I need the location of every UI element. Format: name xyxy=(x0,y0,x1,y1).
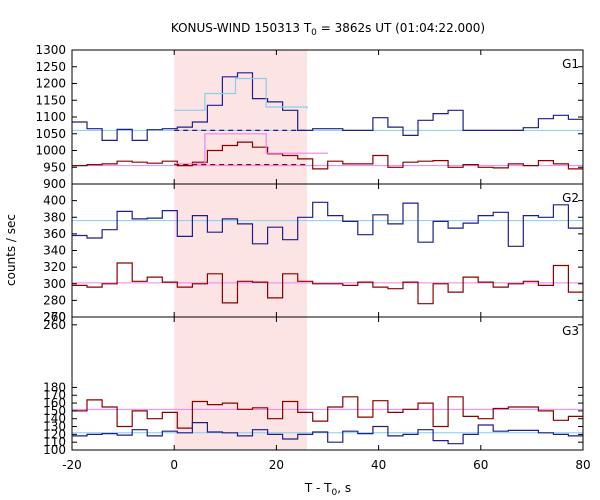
histogram-series-1 xyxy=(72,72,583,141)
y-tick-label: 260 xyxy=(43,318,66,332)
y-tick-label: 280 xyxy=(43,293,66,307)
y-tick-label: 100 xyxy=(43,443,66,457)
y-tick-label: 380 xyxy=(43,210,66,224)
x-axis-title: T - T0, s xyxy=(304,481,351,498)
y-tick-label: 400 xyxy=(43,194,66,208)
x-tick-label: 80 xyxy=(575,458,590,472)
y-tick-label: 900 xyxy=(43,177,66,191)
x-tick-label: 40 xyxy=(371,458,386,472)
x-tick-label: 20 xyxy=(269,458,284,472)
histogram-series-2 xyxy=(72,422,583,445)
y-tick-label: 270 xyxy=(43,310,66,324)
histogram-series-2 xyxy=(72,262,583,305)
y-tick-label: 1000 xyxy=(35,144,66,158)
y-tick-label: 120 xyxy=(43,427,66,441)
panel-g2 xyxy=(72,201,583,305)
burst-interval-highlight xyxy=(174,50,308,450)
y-tick-label: 110 xyxy=(43,435,66,449)
y-tick-label: 950 xyxy=(43,160,66,174)
y-tick-label: 1200 xyxy=(35,77,66,91)
y-tick-label: 1300 xyxy=(35,43,66,57)
fit-step-line xyxy=(174,77,308,111)
panel-g1 xyxy=(72,72,583,170)
y-axis-title: counts / sec xyxy=(4,214,18,286)
y-tick-label: 1100 xyxy=(35,110,66,124)
y-tick-label: 180 xyxy=(43,380,66,394)
data-layer xyxy=(72,72,583,445)
y-tick-label: 140 xyxy=(43,412,66,426)
y-tick-label: 1250 xyxy=(35,60,66,74)
y-tick-label: 260 xyxy=(43,310,66,324)
y-tick-label: 170 xyxy=(43,388,66,402)
y-tick-label: 1050 xyxy=(35,127,66,141)
x-tick-label: 60 xyxy=(473,458,488,472)
x-tick-label: -20 xyxy=(62,458,82,472)
y-tick-label: 130 xyxy=(43,420,66,434)
y-tick-label: 340 xyxy=(43,244,66,258)
chart-title: KONUS-WIND 150313 T0 = 3862s UT (01:04:2… xyxy=(171,21,485,38)
panel-label: G2 xyxy=(562,191,579,205)
panel-frame xyxy=(71,316,584,451)
panel-g3 xyxy=(72,396,583,445)
y-tick-label: 1150 xyxy=(35,93,66,107)
panel-label: G3 xyxy=(562,324,579,338)
fit-step-line xyxy=(174,133,329,165)
highlight-layer xyxy=(174,50,308,450)
panel-label: G1 xyxy=(562,57,579,71)
y-tick-label: 300 xyxy=(43,277,66,291)
histogram-series-1 xyxy=(72,201,583,247)
histogram-series-1 xyxy=(72,396,583,429)
x-tick-label: 0 xyxy=(170,458,178,472)
y-tick-label: 160 xyxy=(43,396,66,410)
y-tick-label: 150 xyxy=(43,404,66,418)
y-tick-label: 360 xyxy=(43,227,66,241)
histogram-series-2 xyxy=(72,141,583,170)
y-tick-label: 320 xyxy=(43,260,66,274)
axes-layer: 9009501000105011001150120012501300G12602… xyxy=(35,43,590,472)
